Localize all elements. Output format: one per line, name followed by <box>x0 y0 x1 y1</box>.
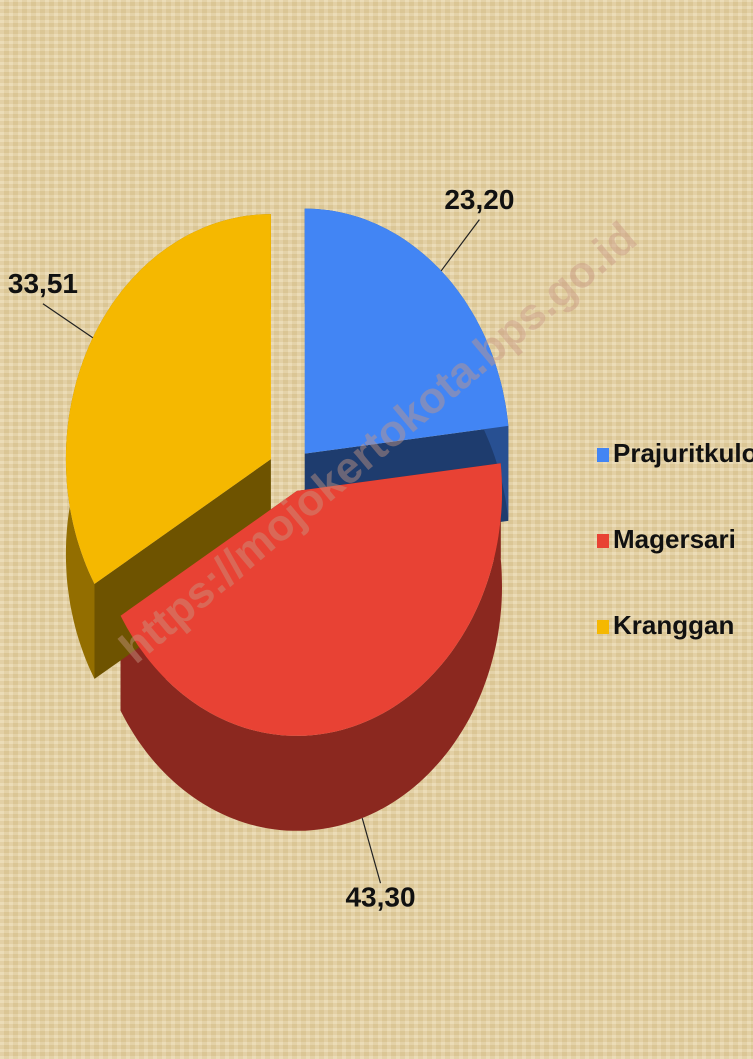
pie <box>65 208 509 831</box>
legend-swatch <box>597 534 609 548</box>
leader-line <box>42 303 94 339</box>
slice-side <box>120 463 502 831</box>
legend-label: Magersari <box>613 524 736 554</box>
pie-slice <box>65 214 271 584</box>
data-label: 43,30 <box>345 882 415 913</box>
leader-line <box>361 817 382 884</box>
pie-slice <box>120 463 502 736</box>
legend-swatch <box>597 620 609 634</box>
pie-slice <box>304 208 509 454</box>
leader-line <box>440 219 480 272</box>
data-label: 33,51 <box>8 268 78 299</box>
legend-label: Prajuritkulon <box>613 438 753 468</box>
legend-label: Kranggan <box>613 610 734 640</box>
legend-swatch <box>597 448 609 462</box>
data-label: 23,20 <box>444 184 514 215</box>
